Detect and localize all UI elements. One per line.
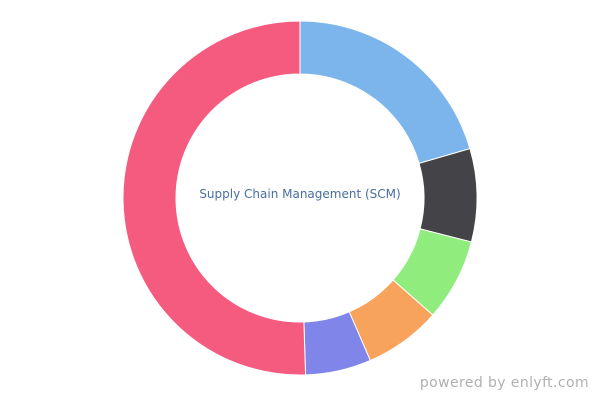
donut-slice-6[interactable] (122, 20, 307, 376)
donut-slice-2[interactable] (418, 148, 478, 243)
chart-center-label: Supply Chain Management (SCM) (199, 187, 400, 201)
donut-slices (122, 20, 478, 376)
donut-slice-1[interactable] (299, 20, 471, 164)
powered-by-credit[interactable]: powered by enlyft.com (419, 375, 589, 391)
